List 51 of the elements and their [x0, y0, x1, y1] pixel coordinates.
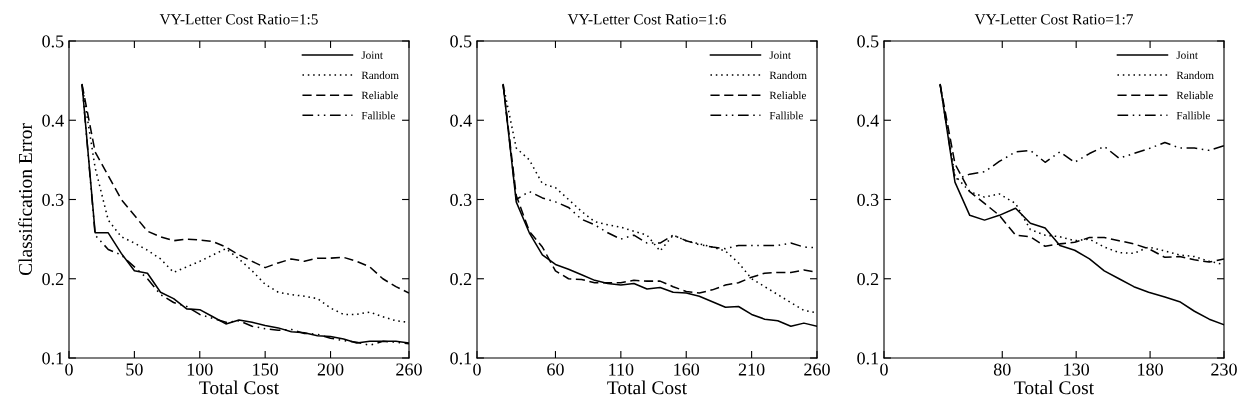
- x-tick-label: 0: [880, 363, 888, 376]
- x-tick-label: 0: [473, 363, 481, 376]
- x-axis-title: Total Cost: [1014, 380, 1094, 395]
- x-tick-label: 50: [126, 363, 143, 376]
- y-tick-label: 0.3: [450, 193, 472, 207]
- y-tick-label: 0.5: [450, 35, 472, 48]
- x-tick-label: 210: [738, 363, 765, 376]
- x-tick-label: 180: [1138, 363, 1163, 376]
- y-tick-label: 0.2: [450, 273, 472, 286]
- x-tick-label: 0: [65, 363, 73, 376]
- x-tick-label: 130: [1064, 363, 1090, 376]
- chart-title: VY-Letter Cost Ratio=1:5: [159, 14, 318, 25]
- legend-label: Fallible: [1176, 111, 1210, 120]
- y-tick-label: 0.1: [857, 352, 879, 365]
- y-tick-label: 0.1: [450, 352, 472, 365]
- y-tick-label: 0.5: [42, 35, 64, 48]
- x-tick-label: 260: [804, 363, 830, 376]
- legend-label: Reliable: [769, 91, 806, 100]
- x-tick-label: 160: [674, 363, 700, 376]
- x-tick-label: 100: [187, 363, 213, 376]
- x-axis-title: Total Cost: [199, 380, 279, 395]
- y-tick-label: 0.2: [42, 273, 64, 286]
- x-tick-label: 60: [547, 363, 564, 376]
- chart-title: VY-Letter Cost Ratio=1:6: [567, 14, 726, 25]
- x-tick-label: 260: [396, 363, 422, 376]
- x-tick-label: 80: [993, 363, 1011, 376]
- y-tick-label: 0.3: [857, 193, 879, 207]
- legend-label: Random: [1176, 71, 1214, 80]
- legend-label: Reliable: [1176, 91, 1213, 100]
- legend-label: Reliable: [361, 91, 398, 100]
- y-tick-label: 0.3: [42, 193, 64, 207]
- x-tick-label: 150: [253, 363, 279, 376]
- y-axis-title: Classification Error: [18, 123, 33, 276]
- legend-label: Joint: [361, 51, 383, 59]
- legend-label: Joint: [1176, 51, 1198, 59]
- x-tick-label: 200: [317, 363, 344, 376]
- y-tick-label: 0.4: [857, 114, 879, 127]
- legend-label: Joint: [769, 51, 791, 59]
- chart-title: VY-Letter Cost Ratio=1:7: [974, 14, 1133, 25]
- y-tick-label: 0.4: [42, 114, 64, 127]
- x-tick-label: 230: [1211, 363, 1237, 376]
- x-axis-title: Total Cost: [607, 380, 687, 395]
- legend-label: Random: [769, 71, 807, 80]
- y-tick-label: 0.5: [857, 35, 879, 48]
- legend-label: Random: [361, 71, 399, 80]
- y-tick-label: 0.2: [857, 273, 879, 286]
- y-tick-label: 0.4: [450, 114, 472, 127]
- y-tick-label: 0.1: [42, 352, 64, 365]
- legend-label: Fallible: [769, 111, 803, 120]
- legend-label: Fallible: [361, 111, 395, 120]
- x-tick-label: 110: [609, 363, 634, 376]
